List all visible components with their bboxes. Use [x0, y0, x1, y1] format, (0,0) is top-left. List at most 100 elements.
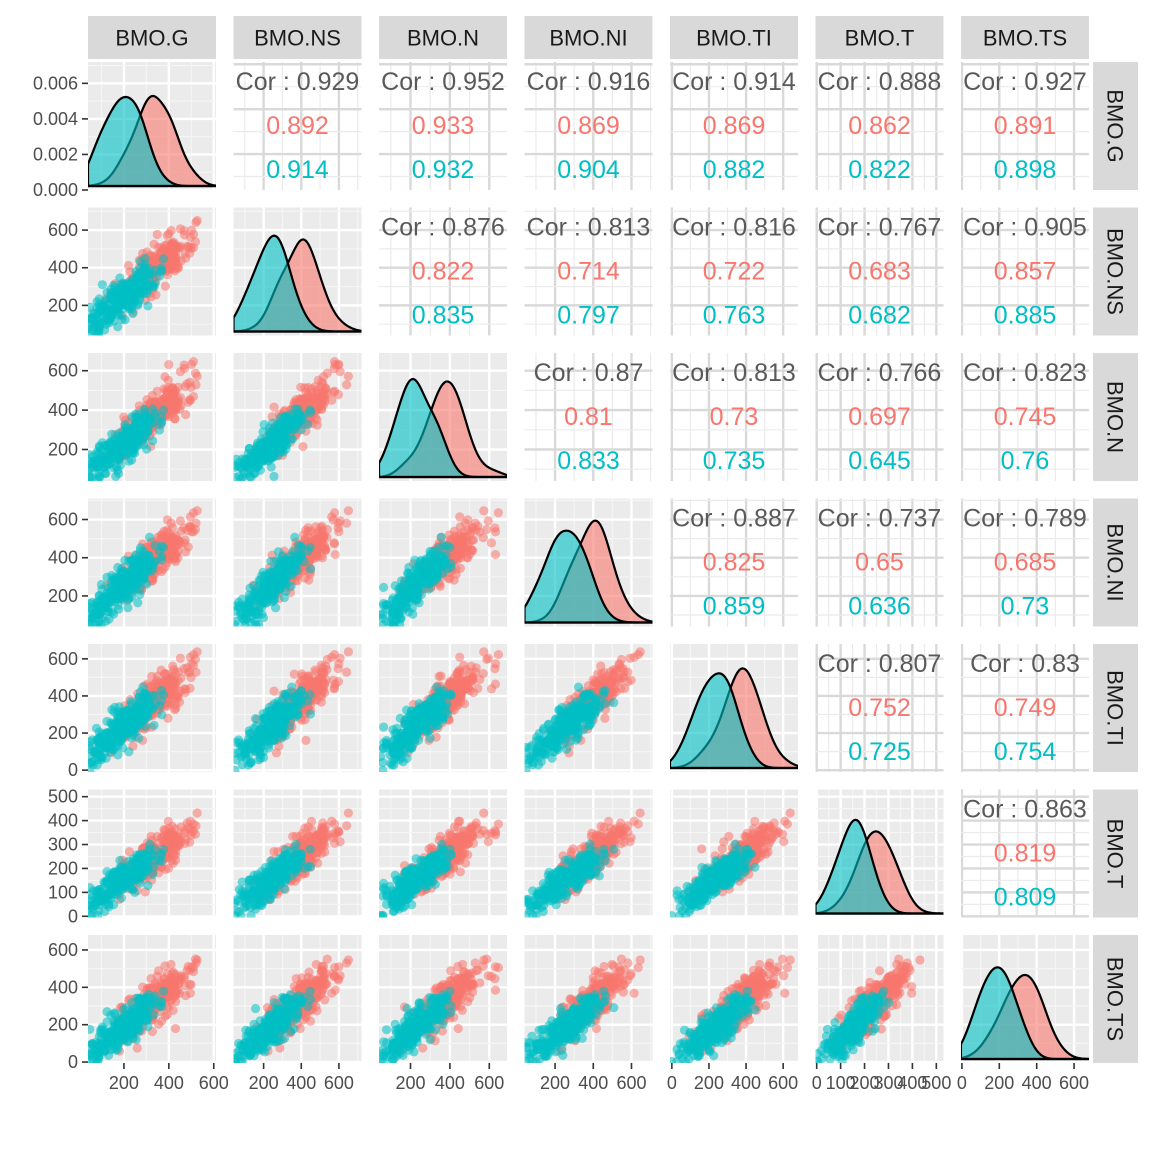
- scatter-point: [305, 407, 316, 417]
- scatter-point: [443, 709, 453, 719]
- scatter-point: [478, 669, 488, 679]
- scatter-point: [398, 757, 408, 767]
- scatter-point: [168, 661, 178, 671]
- scatter-point: [379, 620, 388, 627]
- overall-correlation: Cor : 0.952: [381, 68, 505, 96]
- scatter-point: [279, 592, 289, 603]
- group-a-correlation: 0.933: [412, 112, 475, 140]
- scatter-point: [269, 686, 279, 696]
- scatter-point: [182, 241, 192, 251]
- scatter-point: [409, 584, 419, 595]
- group-a-correlation: 0.65: [855, 549, 904, 577]
- scatter-point: [233, 616, 241, 626]
- scatter-point: [133, 577, 143, 588]
- scatter-point: [436, 532, 446, 542]
- scatter-point: [144, 698, 155, 708]
- scatter-point: [445, 679, 455, 689]
- scatter-point: [115, 441, 125, 451]
- scatter-point: [233, 765, 240, 772]
- row-label: BMO.T: [1103, 819, 1128, 889]
- column-strip: [379, 16, 507, 59]
- scatter-point: [143, 301, 153, 311]
- scatter-point: [263, 584, 274, 595]
- scatter-point: [138, 682, 148, 692]
- scatter-point: [156, 412, 167, 422]
- scatter-point: [394, 613, 404, 623]
- row-strip: [1093, 789, 1138, 918]
- group-b-correlation: 0.904: [557, 156, 620, 184]
- overall-correlation: Cor : 0.789: [963, 505, 1087, 533]
- scatter-point: [275, 425, 285, 435]
- scatter-point: [127, 699, 137, 709]
- scatter-point: [102, 572, 112, 582]
- scatter-point: [233, 755, 241, 765]
- scatter-point: [175, 653, 185, 663]
- scatter-point: [403, 568, 413, 578]
- scatter-point: [600, 713, 610, 723]
- scatter-point: [245, 728, 256, 738]
- scatter-point: [88, 325, 97, 335]
- scatter-point: [187, 527, 197, 537]
- scatter-point: [471, 525, 481, 535]
- scatter-point: [102, 296, 112, 306]
- scatter-point: [269, 471, 279, 481]
- scatter-point: [255, 736, 265, 746]
- scatter-point: [105, 597, 115, 607]
- scatter-point: [468, 687, 479, 698]
- scatter-point: [240, 613, 251, 623]
- scatter-point: [342, 518, 352, 528]
- group-b-correlation: 0.636: [848, 593, 911, 621]
- scatter-point: [478, 532, 488, 543]
- scatter-point: [170, 705, 180, 715]
- scatter-point: [112, 725, 122, 735]
- density-curve: [233, 234, 362, 333]
- scatter-point: [156, 541, 167, 551]
- row-strip: [1093, 207, 1138, 336]
- overall-correlation: Cor : 0.813: [527, 214, 651, 242]
- overall-correlation: Cor : 0.813: [672, 359, 796, 387]
- correlation-panel: [961, 62, 1089, 190]
- column-label: BMO.N: [407, 26, 479, 51]
- scatter-point: [343, 371, 354, 381]
- group-a-correlation: 0.857: [994, 258, 1057, 286]
- scatter-point: [269, 402, 279, 412]
- scatter-point: [298, 441, 308, 452]
- column-strip: [961, 16, 1089, 59]
- group-b-correlation: 0.833: [557, 447, 620, 475]
- scatter-point: [99, 307, 110, 317]
- group-b-correlation: 0.885: [994, 302, 1057, 330]
- scatter-point: [305, 564, 316, 574]
- scatter-point: [308, 679, 318, 689]
- scatter-point: [97, 280, 107, 290]
- scatter-point: [425, 571, 435, 581]
- scatter-point: [275, 559, 285, 569]
- scatter-point: [431, 682, 442, 692]
- group-a-correlation: 0.869: [703, 112, 766, 140]
- scatter-point: [158, 564, 168, 574]
- scatter-point: [468, 535, 479, 545]
- correlation-panel: [670, 62, 798, 190]
- scatter-point: [180, 687, 190, 698]
- scatter-point: [466, 661, 476, 671]
- correlation-panel: [379, 207, 507, 336]
- scatter-point: [333, 390, 344, 400]
- group-a-correlation: 0.892: [266, 112, 329, 140]
- scatter-point: [454, 665, 464, 675]
- scatter-point: [304, 575, 314, 585]
- overall-correlation: Cor : 0.905: [963, 214, 1087, 242]
- scatter-point: [179, 363, 190, 374]
- scatter-point: [263, 441, 274, 451]
- scatter-point: [187, 659, 197, 669]
- overall-correlation: Cor : 0.816: [672, 214, 796, 242]
- correlation-panel: [961, 353, 1089, 481]
- scatter-point: [246, 452, 256, 462]
- scatter-point: [310, 381, 321, 392]
- scatter-point: [379, 765, 388, 772]
- group-b-correlation: 0.73: [1001, 593, 1050, 621]
- scatter-point: [127, 555, 137, 566]
- scatter-point: [379, 743, 388, 753]
- scatter-point: [156, 530, 166, 540]
- scatter-point: [148, 560, 158, 570]
- scatter-point: [117, 314, 127, 325]
- scatter-point: [135, 543, 146, 553]
